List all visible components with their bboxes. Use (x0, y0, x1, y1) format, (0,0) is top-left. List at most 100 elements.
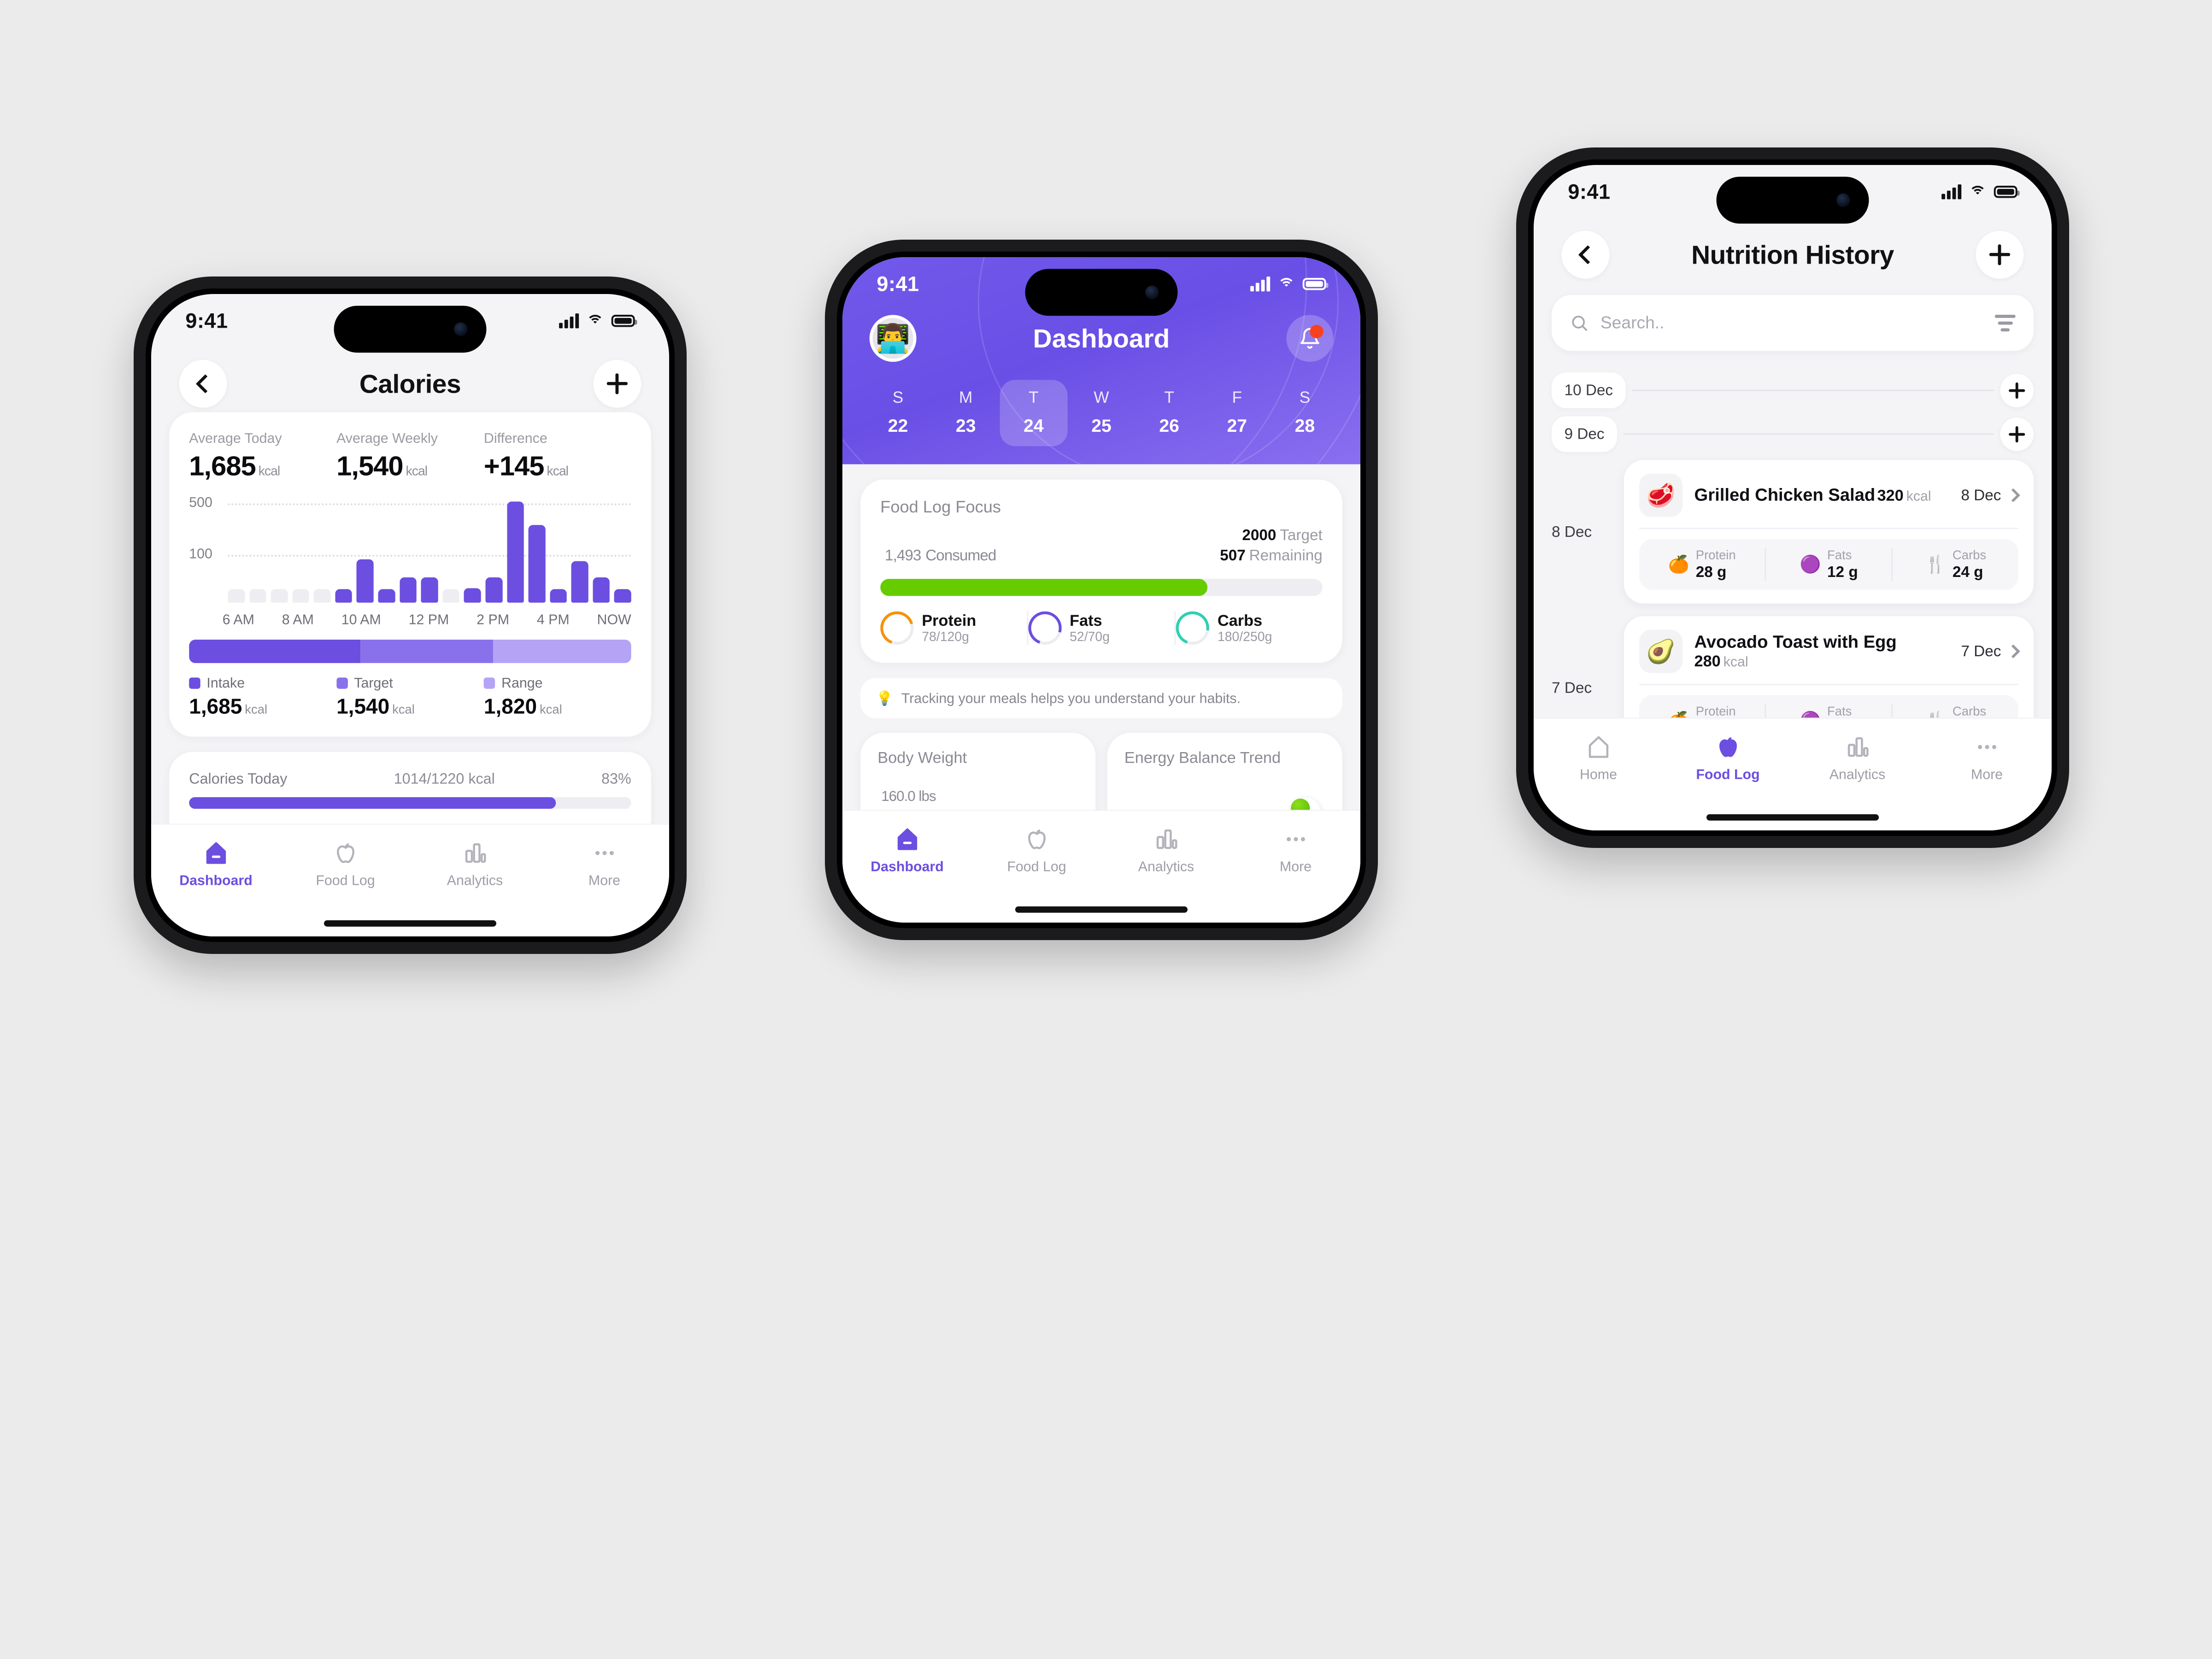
ellipsis-icon (595, 851, 614, 855)
add-button[interactable] (593, 359, 641, 408)
ellipsis-icon (1286, 837, 1305, 841)
plus-icon (606, 373, 628, 394)
week-day-24[interactable]: T 24 (1000, 380, 1068, 447)
macro-label: Carbs (1952, 704, 1987, 718)
empty-date-row: 9 Dec (1534, 416, 2052, 452)
summary-stats: Average Today 1,685 kcal Average Weekly 1… (189, 430, 631, 482)
plus-icon (2008, 426, 2025, 442)
legend-number: 1,820 (483, 694, 537, 718)
tab-analytics[interactable]: Analytics (1793, 734, 1922, 782)
week-day-27[interactable]: F 27 (1203, 380, 1271, 446)
legend-bar-target (360, 639, 493, 663)
back-button[interactable] (179, 359, 227, 408)
chart-bar (464, 588, 481, 603)
home-indicator (324, 920, 497, 927)
body-weight-unit: lbs (918, 788, 936, 804)
dynamic-island (334, 306, 487, 353)
history-list: 10 Dec 9 Dec 8 Dec 🥩 Grilled Chicken Sal… (1534, 351, 2052, 830)
cellular-signal-icon (559, 313, 579, 329)
week-day-25[interactable]: W 25 (1067, 380, 1135, 446)
filter-icon[interactable] (1994, 314, 2016, 331)
chevron-left-icon (195, 374, 215, 394)
tab-more[interactable]: More (540, 840, 669, 888)
chart-bar (614, 589, 631, 603)
macro-label: Fats (1827, 548, 1852, 562)
date-divider (1623, 433, 1994, 435)
phone-bezel: 9:41 👨‍💻 Dashboard (837, 252, 1366, 928)
meal-date-link[interactable]: 8 Dec (1961, 487, 2021, 504)
legend-swatch (483, 677, 495, 689)
legend-item-range: Range 1,820 kcal (483, 675, 631, 718)
plus-icon (2008, 382, 2025, 399)
tab-analytics[interactable]: Analytics (410, 840, 540, 888)
tab-food-log[interactable]: Food Log (281, 840, 410, 888)
search-input[interactable]: Search.. (1600, 313, 1665, 332)
meal-kcal: 320 kcal (1877, 487, 1931, 505)
back-button[interactable] (1561, 230, 1610, 279)
home-icon (206, 842, 226, 864)
page-title: Dashboard (1033, 324, 1170, 353)
phone-bezel: 9:41 Nutrition History (1528, 159, 2057, 836)
tab-label: Analytics (447, 872, 503, 888)
macro-fats: 🟣 Fats 12 g (1766, 548, 1893, 581)
week-day-number: 23 (955, 416, 976, 436)
legend-number: 1,540 (336, 694, 390, 718)
macro-name: Carbs (1217, 612, 1263, 629)
tip-banner: 💡 Tracking your meals helps you understa… (860, 678, 1342, 718)
week-day-letter: S (1299, 388, 1311, 407)
meal-name: Grilled Chicken Salad (1694, 485, 1876, 505)
week-day-26[interactable]: T 26 (1135, 380, 1203, 446)
y-tick-500: 500 (189, 494, 212, 510)
tab-more[interactable]: More (1922, 734, 2052, 782)
chevron-right-icon (2006, 644, 2021, 659)
home-icon (1588, 736, 1608, 758)
tab-dashboard[interactable]: Dashboard (151, 840, 281, 888)
chart-bar (249, 589, 266, 603)
week-day-28[interactable]: S 28 (1271, 380, 1339, 446)
meal-name: Avocado Toast with Egg (1694, 632, 1897, 652)
notifications-button[interactable] (1286, 315, 1334, 362)
tab-food-log[interactable]: Food Log (972, 826, 1101, 875)
stat-label: Difference (483, 430, 547, 446)
macro-icon: 🍴 (1924, 555, 1947, 574)
add-button[interactable] (1976, 230, 2024, 279)
x-tick-label: NOW (597, 612, 631, 628)
add-meal-button[interactable] (2000, 417, 2034, 451)
energy-title: Energy Balance Trend (1124, 749, 1281, 767)
chart-bar (528, 525, 546, 603)
add-meal-button[interactable] (2000, 373, 2034, 407)
chart-bar (421, 577, 438, 603)
tab-bar: Dashboard Food Log Analytics More (842, 810, 1360, 923)
macro-value: 24 g (1952, 563, 1983, 581)
chevron-right-icon (2006, 488, 2021, 502)
tab-analytics[interactable]: Analytics (1101, 826, 1231, 875)
stat-number: 1,540 (336, 450, 404, 482)
plus-icon (1989, 244, 2010, 265)
tab-home[interactable]: Home (1534, 734, 1663, 782)
tab-more[interactable]: More (1231, 826, 1360, 875)
tab-food-log[interactable]: Food Log (1663, 734, 1793, 782)
macro-protein: 🍊 Protein 28 g (1639, 548, 1766, 581)
dynamic-island (1716, 176, 1869, 224)
wifi-icon (1277, 277, 1295, 290)
week-day-22[interactable]: S 22 (864, 380, 932, 446)
avatar-emoji: 👨‍💻 (875, 323, 911, 354)
avatar[interactable]: 👨‍💻 (869, 315, 917, 362)
tab-dashboard[interactable]: Dashboard (842, 826, 972, 875)
legend-number: 1,685 (189, 694, 242, 718)
stat-number: 1,685 (189, 450, 256, 482)
macro-label: Protein (1695, 548, 1736, 562)
phone-calories: 9:41 Calories (134, 276, 687, 954)
search-bar[interactable]: Search.. (1552, 294, 2034, 351)
meal-date-link[interactable]: 7 Dec (1961, 642, 2021, 660)
meal-kcal: 280 kcal (1694, 652, 1748, 670)
legend-swatch (336, 677, 348, 689)
divider (1639, 528, 2018, 529)
legend-value: 1,685 kcal (189, 694, 336, 718)
home-indicator (1015, 906, 1188, 913)
week-day-23[interactable]: M 23 (932, 380, 1000, 446)
legend-value: 1,540 kcal (336, 694, 484, 718)
calorie-progress-bar (880, 579, 1323, 596)
meal-card[interactable]: 🥩 Grilled Chicken Salad 320 kcal 8 Dec 🍊 … (1624, 460, 2034, 604)
date-divider (1632, 389, 1994, 391)
